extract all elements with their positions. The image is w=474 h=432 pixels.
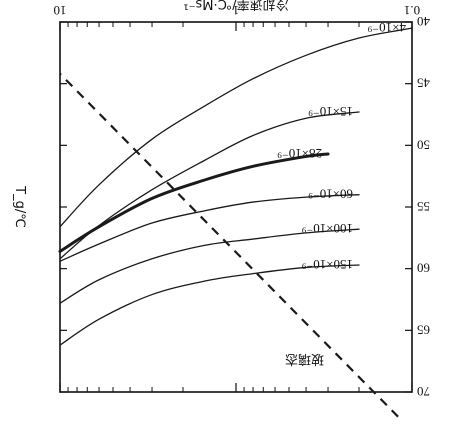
y-tick-label: 40 [417,14,430,29]
y-axis-title: T_g/℃ [12,185,27,228]
series-layer [58,27,413,418]
series-label: 4×10⁻⁹ [367,20,406,35]
y-tick-label: 45 [417,76,430,91]
series-label: 150×10⁻⁹ [301,257,353,272]
series-line [59,27,413,228]
series-label: 15×10⁻⁹ [308,104,353,119]
series-line [59,264,360,346]
y-tick-label: 50 [417,137,430,152]
labels-layer: 4×10⁻⁹ 15×10⁻⁹ 28×10⁻⁹ 60×10⁻⁹ 100×10⁻⁹ 150×1… [277,20,406,272]
x-tick-label: 1 [233,3,240,18]
plot-area [59,21,413,393]
x-axis-title: 冷却速率/℃·Ms⁻¹ [183,0,288,12]
series-label: 28×10⁻⁹ [277,146,322,161]
y-tick-label: 70 [417,384,430,399]
series-line [58,152,330,253]
reference-dashed-line [59,73,399,418]
series-label: 60×10⁻⁹ [308,187,353,202]
y-tick-label: 60 [417,261,430,276]
x-tick-label: 10 [54,3,67,18]
series-label: 100×10⁻⁹ [301,221,353,236]
reference-line-label: 玻璃态 [285,351,324,366]
plot-group: 40 45 50 55 60 65 70 0.1 1 10 4×10⁻⁹ 15×10⁻⁹ 28×10⁻… [12,0,431,418]
x-tick-label: 0.1 [404,3,420,18]
y-tick-label: 55 [417,199,430,214]
series-line [59,228,360,304]
ticks-layer: 40 45 50 55 60 65 70 0.1 1 10 [54,3,431,399]
y-tick-label: 65 [417,322,430,337]
series-line [59,194,360,262]
